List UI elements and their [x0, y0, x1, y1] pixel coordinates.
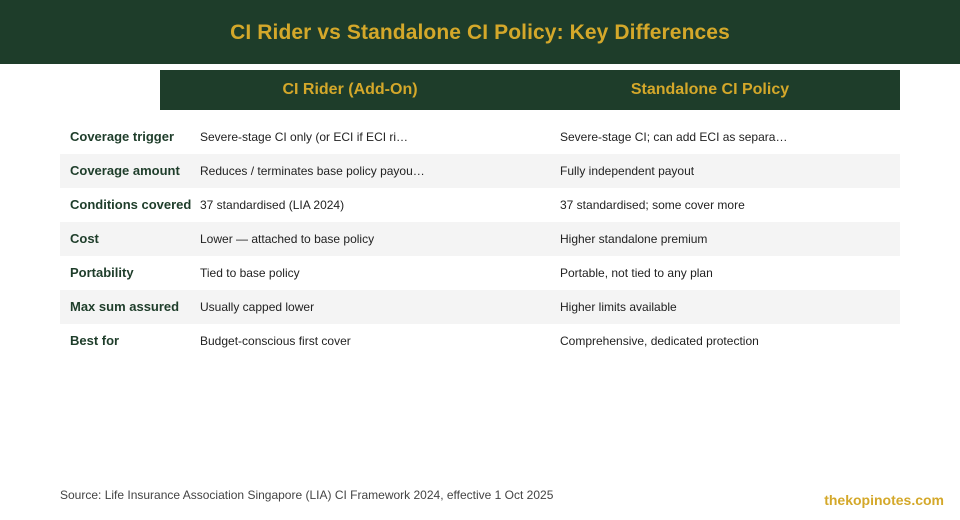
row-label: Max sum assured [70, 299, 180, 314]
standalone-value: Comprehensive, dedicated protection [560, 334, 759, 348]
standalone-value: 37 standardised; some cover more [560, 198, 745, 212]
rider-value: Reduces / terminates base policy payou… [200, 164, 425, 178]
column-header-rider: CI Rider (Add-On) [282, 81, 418, 98]
standalone-value: Higher standalone premium [560, 232, 708, 246]
table-row: Cost Lower — attached to base policy Hig… [60, 222, 900, 256]
standalone-value: Fully independent payout [560, 164, 695, 178]
rider-value: 37 standardised (LIA 2024) [200, 198, 345, 212]
table-row: Coverage trigger Severe-stage CI only (o… [60, 120, 900, 154]
column-header-bar: CI Rider (Add-On) Standalone CI Policy [160, 70, 900, 110]
table-row: Conditions covered 37 standardised (LIA … [60, 188, 900, 222]
rider-value: Usually capped lower [200, 300, 315, 314]
rider-value: Severe-stage CI only (or ECI if ECI ri… [200, 130, 409, 144]
row-label: Coverage amount [70, 163, 180, 178]
title-bar: CI Rider vs Standalone CI Policy: Key Di… [0, 0, 960, 64]
page-title: CI Rider vs Standalone CI Policy: Key Di… [230, 21, 730, 44]
brand-watermark: thekopinotes.com [824, 492, 944, 508]
table-row: Best for Budget-conscious first cover Co… [60, 324, 900, 358]
standalone-value: Severe-stage CI; can add ECI as separa… [560, 130, 788, 144]
table-row: Max sum assured Usually capped lower Hig… [60, 290, 900, 324]
table-row: Coverage amount Reduces / terminates bas… [60, 154, 900, 188]
rider-value: Lower — attached to base policy [200, 232, 375, 246]
row-label: Conditions covered [70, 197, 192, 212]
standalone-value: Higher limits available [560, 300, 677, 314]
table-row: Portability Tied to base policy Portable… [60, 256, 900, 290]
rider-value: Tied to base policy [200, 266, 300, 280]
row-label: Portability [70, 265, 134, 280]
standalone-value: Portable, not tied to any plan [560, 266, 713, 280]
rider-value: Budget-conscious first cover [200, 334, 351, 348]
row-label: Cost [70, 231, 99, 246]
row-label: Best for [70, 333, 120, 348]
column-header-standalone: Standalone CI Policy [630, 81, 790, 98]
row-label: Coverage trigger [70, 129, 175, 144]
comparison-table: Coverage trigger Severe-stage CI only (o… [60, 120, 900, 358]
source-note: Source: Life Insurance Association Singa… [60, 488, 554, 502]
